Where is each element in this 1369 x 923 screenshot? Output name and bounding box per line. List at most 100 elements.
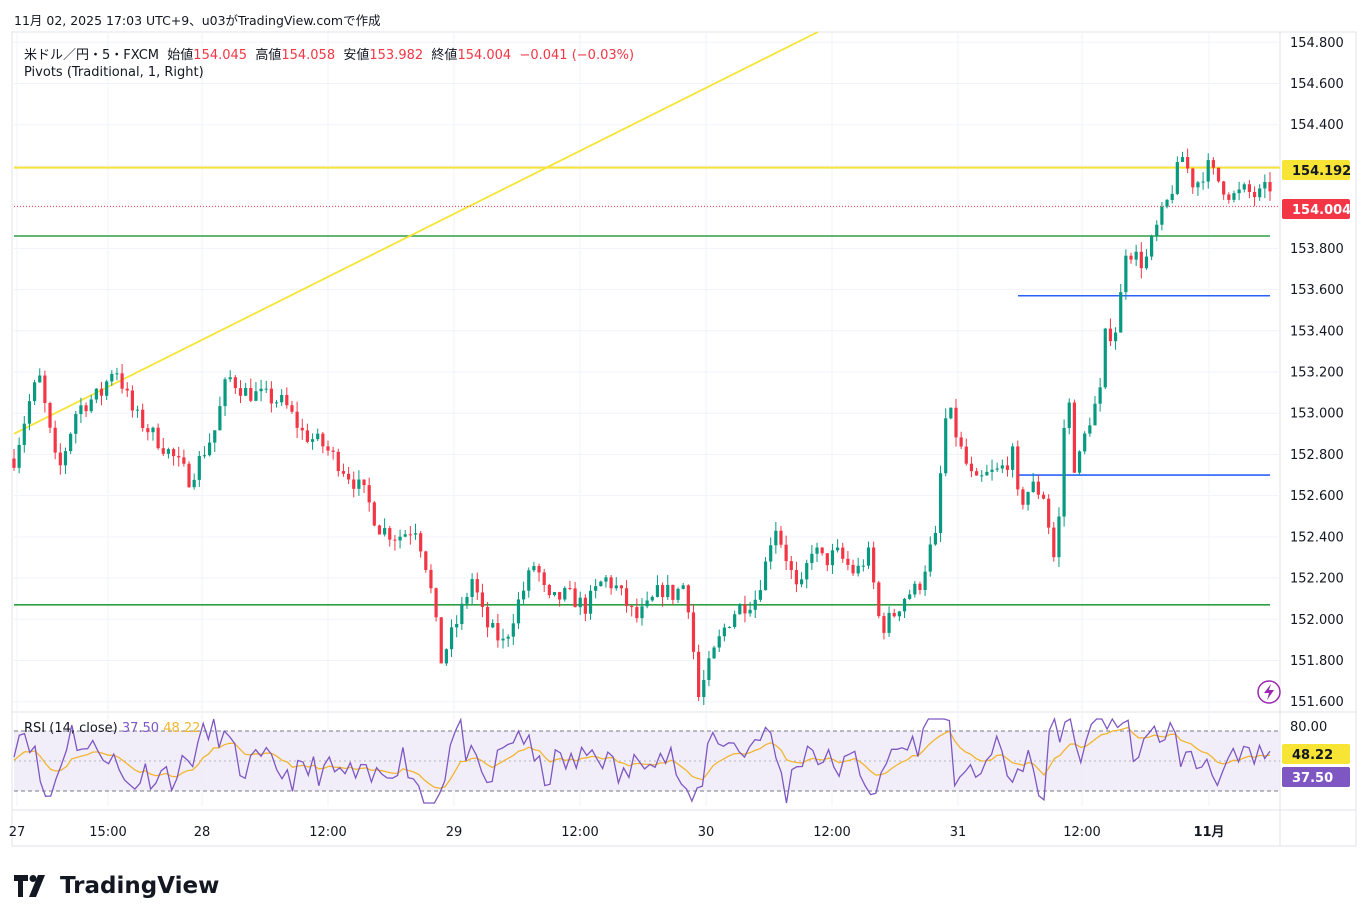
candle-body — [182, 457, 186, 464]
candle-body — [300, 427, 304, 431]
candle-body — [851, 564, 855, 574]
rsi-ma-value: 48.22 — [163, 721, 201, 736]
candle-body — [233, 377, 237, 389]
candle-body — [501, 638, 505, 641]
candle-body — [573, 588, 577, 608]
candle-body — [1047, 498, 1051, 528]
candle-body — [171, 449, 176, 457]
y-tick-label: 152.200 — [1290, 572, 1344, 587]
candle-body — [295, 411, 299, 428]
candle-body — [357, 479, 361, 489]
candle-body — [856, 565, 860, 574]
close-value: 154.004 — [457, 48, 512, 63]
candle-body — [902, 598, 907, 612]
candle-body — [151, 427, 155, 433]
candle-body — [465, 596, 469, 604]
candle-body — [32, 382, 37, 402]
candle-body — [738, 604, 742, 615]
candle-body — [774, 530, 778, 546]
candle-body — [125, 388, 129, 391]
candle-body — [290, 405, 294, 412]
candle-body — [897, 611, 901, 617]
candle-body — [537, 566, 541, 573]
x-tick-label: 27 — [9, 825, 26, 840]
candle-body — [624, 588, 629, 606]
y-tick-label: 152.600 — [1290, 489, 1344, 504]
candle-body — [377, 525, 382, 535]
candle-body — [789, 561, 793, 571]
candle-body — [470, 579, 474, 597]
candle-body — [146, 428, 150, 433]
brand-name: TradingView — [60, 873, 220, 899]
candle-body — [861, 565, 865, 567]
candle-body — [820, 547, 824, 554]
candle-body — [568, 587, 572, 589]
candle-body — [403, 534, 407, 537]
candle-body — [908, 594, 912, 599]
candle-body — [58, 452, 62, 466]
candle-body — [717, 636, 721, 648]
pivots-legend[interactable]: Pivots (Traditional, 1, Right) — [24, 65, 204, 80]
candle-body — [491, 623, 495, 628]
candle-body — [460, 603, 464, 625]
candle-body — [305, 430, 310, 442]
tradingview-logo[interactable]: TradingView — [14, 873, 219, 899]
candle-body — [635, 607, 639, 619]
candle-body — [666, 584, 670, 598]
rsi-name[interactable]: RSI (14, close) — [24, 721, 118, 736]
candle-body — [527, 570, 531, 591]
candle-body — [1108, 328, 1113, 342]
candle-body — [1031, 481, 1035, 492]
candle-body — [17, 444, 21, 468]
candle-body — [650, 596, 654, 601]
y-tick-label: 152.000 — [1290, 613, 1344, 628]
candle-body — [1016, 446, 1020, 490]
candle-body — [933, 532, 938, 545]
candle-body — [238, 388, 243, 396]
candle-body — [455, 624, 459, 628]
candle-body — [1119, 292, 1123, 333]
open-value: 154.045 — [193, 48, 248, 63]
candle-body — [882, 616, 886, 633]
candle-body — [1227, 194, 1231, 200]
candle-body — [1206, 160, 1210, 182]
candle-body — [640, 606, 644, 619]
candle-body — [393, 539, 397, 541]
candle-body — [110, 373, 114, 382]
y-tick-label: 154.800 — [1290, 36, 1344, 51]
candle-body — [604, 577, 608, 582]
candle-body — [228, 377, 232, 380]
candle-body — [1011, 446, 1015, 470]
candle-body — [707, 658, 711, 680]
candle-body — [1093, 403, 1097, 426]
candle-body — [1170, 193, 1174, 200]
candle-body — [1247, 184, 1252, 193]
candle-body — [841, 547, 845, 559]
candle-body — [408, 534, 412, 536]
candle-body — [599, 581, 603, 587]
candle-body — [1021, 489, 1025, 505]
candle-body — [681, 585, 685, 589]
y-tick-label: 153.400 — [1290, 324, 1344, 339]
candle-body — [1150, 236, 1154, 257]
candle-body — [799, 579, 804, 585]
candle-body — [1242, 184, 1246, 190]
candle-body — [316, 433, 320, 440]
candle-body — [980, 475, 984, 477]
lightning-icon[interactable] — [1257, 680, 1281, 704]
candle-body — [748, 609, 752, 614]
candle-body — [1057, 516, 1061, 558]
rsi-line — [13, 716, 1271, 804]
candle-body — [691, 612, 696, 652]
candle-body — [974, 471, 979, 476]
ohlc-legend: 米ドル／円・5・FXCM 始値154.045 高値154.058 安値153.9… — [24, 44, 634, 63]
y-tick-label: 153.600 — [1290, 283, 1344, 298]
candle-body — [722, 627, 726, 637]
x-tick-label: 31 — [950, 825, 967, 840]
price-axis-tag-label: 48.22 — [1292, 748, 1333, 763]
high-label: 高値 — [255, 48, 282, 63]
candle-body — [697, 651, 701, 698]
candle-body — [805, 563, 809, 580]
symbol-label[interactable]: 米ドル／円・5・FXCM — [24, 48, 160, 63]
